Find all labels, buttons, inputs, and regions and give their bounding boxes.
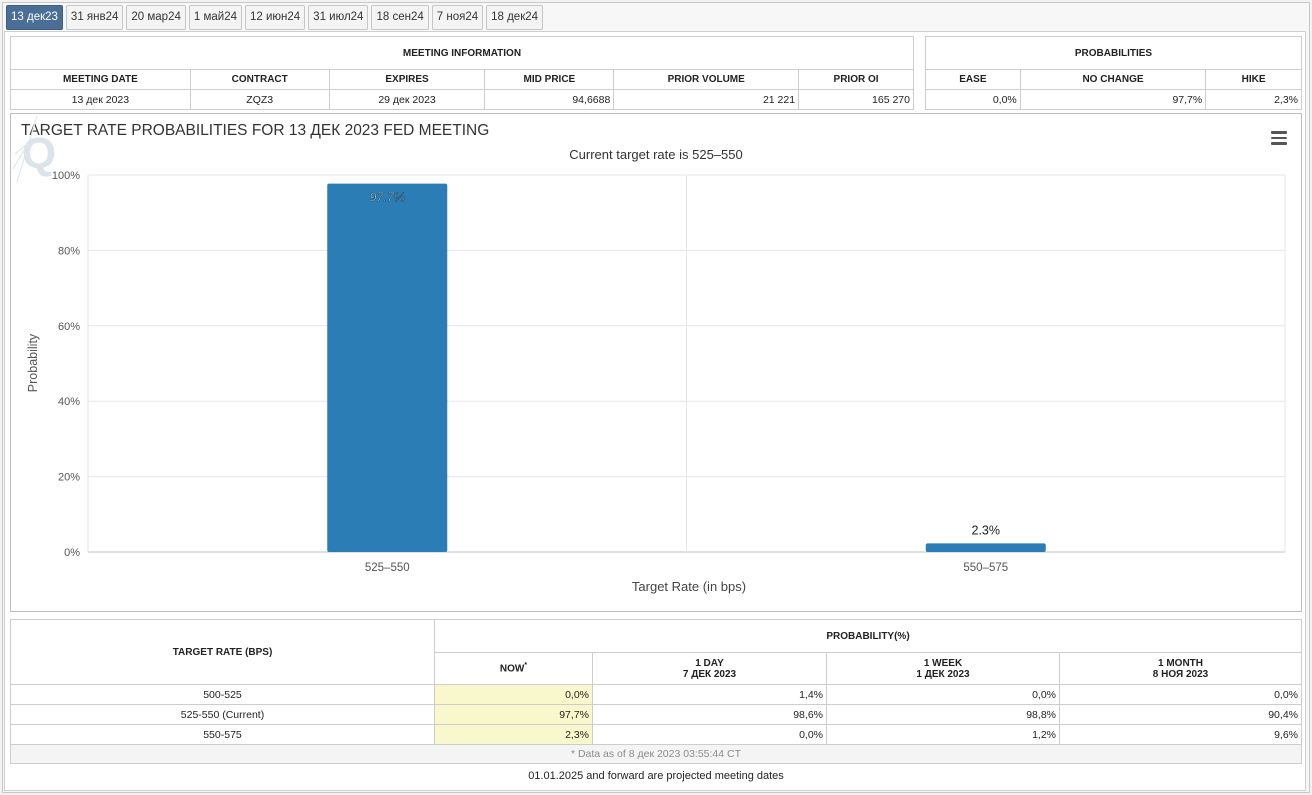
month-cell: 90,4% [1059, 704, 1302, 725]
rate-cell: 550-575 [10, 724, 435, 745]
x-tick-label: 550–575 [963, 562, 1008, 574]
table-row: 525-550 (Current) 97,7% 98,6% 98,8% 90,4… [10, 704, 1302, 725]
tab-meeting-4[interactable]: 1 май24 [188, 5, 242, 30]
y-tick-label: 60% [58, 321, 80, 333]
tab-meeting-8[interactable]: 7 ноя24 [431, 5, 484, 30]
week-cell: 1,2% [826, 724, 1060, 745]
tab-meeting-5[interactable]: 12 июн24 [244, 5, 306, 30]
data-timestamp-note: * Data as of 8 дек 2023 03:55:44 CT [10, 744, 1302, 764]
day-cell: 98,6% [592, 704, 827, 725]
y-axis-title: Probability [26, 333, 40, 392]
mid-price-value: 94,6688 [484, 89, 615, 110]
col-no-change: NO CHANGE [1019, 69, 1207, 90]
probability-history-table: TARGET RATE (BPS) PROBABILITY(%) NOW* 1 … [10, 619, 1302, 764]
day-cell: 0,0% [592, 724, 827, 745]
prior-volume-value: 21 221 [613, 89, 800, 110]
col-1-week: 1 WEEK 1 ДЕК 2023 [826, 652, 1060, 685]
now-cell: 0,0% [434, 684, 593, 705]
col-1-day-date: 7 ДЕК 2023 [682, 668, 737, 680]
col-1-month: 1 MONTH 8 НОЯ 2023 [1059, 652, 1302, 685]
y-tick-label: 80% [58, 245, 80, 257]
col-target-rate: TARGET RATE (BPS) [10, 619, 435, 685]
bar-data-label: 2.3% [972, 523, 1001, 537]
x-axis-title: Target Rate (in bps) [632, 579, 746, 594]
week-cell: 98,8% [826, 704, 1060, 725]
bar-2[interactable] [925, 543, 1046, 552]
col-1-week-date: 1 ДЕК 2023 [916, 668, 970, 680]
col-meeting-date: MEETING DATE [10, 69, 191, 90]
col-now-label: NOW [499, 663, 525, 675]
col-1-month-label: 1 MONTH [1158, 657, 1203, 669]
col-1-day: 1 DAY 7 ДЕК 2023 [592, 652, 827, 685]
no-change-value: 97,7% [1019, 89, 1207, 110]
month-cell: 9,6% [1059, 724, 1302, 745]
now-footnote-mark: * [524, 662, 528, 670]
tab-meeting-6[interactable]: 31 июл24 [308, 5, 369, 30]
table-row: 550-575 2,3% 0,0% 1,2% 9,6% [10, 724, 1302, 745]
col-prior-volume: PRIOR VOLUME [613, 69, 800, 90]
col-expires: EXPIRES [328, 69, 486, 90]
x-tick-label: 525–550 [365, 562, 410, 574]
tab-meeting-7[interactable]: 18 сен24 [371, 5, 429, 30]
col-probability: PROBABILITY(%) [434, 619, 1302, 653]
rate-cell: 500-525 [10, 684, 435, 705]
chart-title: TARGET RATE PROBABILITIES FOR 13 ДЕК 202… [21, 122, 489, 139]
expires-value: 29 дек 2023 [328, 89, 486, 110]
probabilities-table: PROBABILITIES EASE NO CHANGE HIKE 0,0% 9… [925, 36, 1302, 110]
prior-oi-value: 165 270 [798, 89, 914, 110]
svg-text:Q: Q [22, 129, 56, 178]
tab-meeting-2[interactable]: 31 янв24 [65, 5, 124, 30]
probability-chart: TARGET RATE PROBABILITIES FOR 13 ДЕК 202… [10, 113, 1302, 612]
chart-grid [87, 174, 1286, 553]
col-prior-oi: PRIOR OI [798, 69, 914, 90]
col-1-day-label: 1 DAY [695, 657, 724, 669]
meeting-tabs: 13 дек23 31 янв24 20 мар24 1 май24 12 ию… [6, 5, 544, 30]
contract-value: ZQZ3 [189, 89, 330, 110]
rate-cell: 525-550 (Current) [10, 704, 435, 725]
chart-labels: 0% 20% 40% 60% 80% 100% 97.7% 525–550 2.3% 550–57… [52, 170, 1008, 574]
hike-value: 2,3% [1205, 89, 1302, 110]
col-ease: EASE [925, 69, 1021, 90]
meeting-info-title: MEETING INFORMATION [10, 36, 914, 70]
q-logo-watermark-icon: Q [12, 115, 56, 183]
tab-meeting-1[interactable]: 13 дек23 [6, 5, 63, 30]
tab-meeting-9[interactable]: 18 дек24 [486, 5, 544, 30]
col-hike: HIKE [1205, 69, 1302, 90]
col-mid-price: MID PRICE [484, 69, 615, 90]
y-tick-label: 100% [52, 170, 80, 182]
y-tick-label: 0% [64, 547, 80, 559]
week-cell: 0,0% [826, 684, 1060, 705]
projected-dates-note: 01.01.2025 and forward are projected mee… [528, 770, 784, 782]
col-contract: CONTRACT [189, 69, 330, 90]
ease-value: 0,0% [925, 89, 1021, 110]
probabilities-title: PROBABILITIES [925, 36, 1302, 70]
now-cell: 97,7% [434, 704, 593, 725]
chart-subtitle: Current target rate is 525–550 [569, 147, 742, 162]
data-timestamp-row: * Data as of 8 дек 2023 03:55:44 CT [10, 744, 1302, 764]
col-1-week-label: 1 WEEK [923, 657, 963, 669]
y-tick-label: 40% [58, 396, 80, 408]
chart-bars [327, 183, 1046, 552]
now-cell: 2,3% [434, 724, 593, 745]
chart-menu-icon[interactable] [1271, 131, 1287, 145]
day-cell: 1,4% [592, 684, 827, 705]
meeting-info-table: MEETING INFORMATION MEETING DATE CONTRAC… [10, 36, 914, 110]
month-cell: 0,0% [1059, 684, 1302, 705]
tab-meeting-3[interactable]: 20 мар24 [126, 5, 186, 30]
table-row: 500-525 0,0% 1,4% 0,0% 0,0% [10, 684, 1302, 705]
bar-1[interactable] [327, 183, 448, 552]
col-now: NOW* [434, 652, 593, 685]
col-1-month-date: 8 НОЯ 2023 [1152, 668, 1209, 680]
bar-data-label: 97.7% [370, 191, 405, 205]
meeting-date-value: 13 дек 2023 [10, 89, 191, 110]
y-tick-label: 20% [58, 472, 80, 484]
chart-svg: TARGET RATE PROBABILITIES FOR 13 ДЕК 202… [21, 122, 1286, 594]
